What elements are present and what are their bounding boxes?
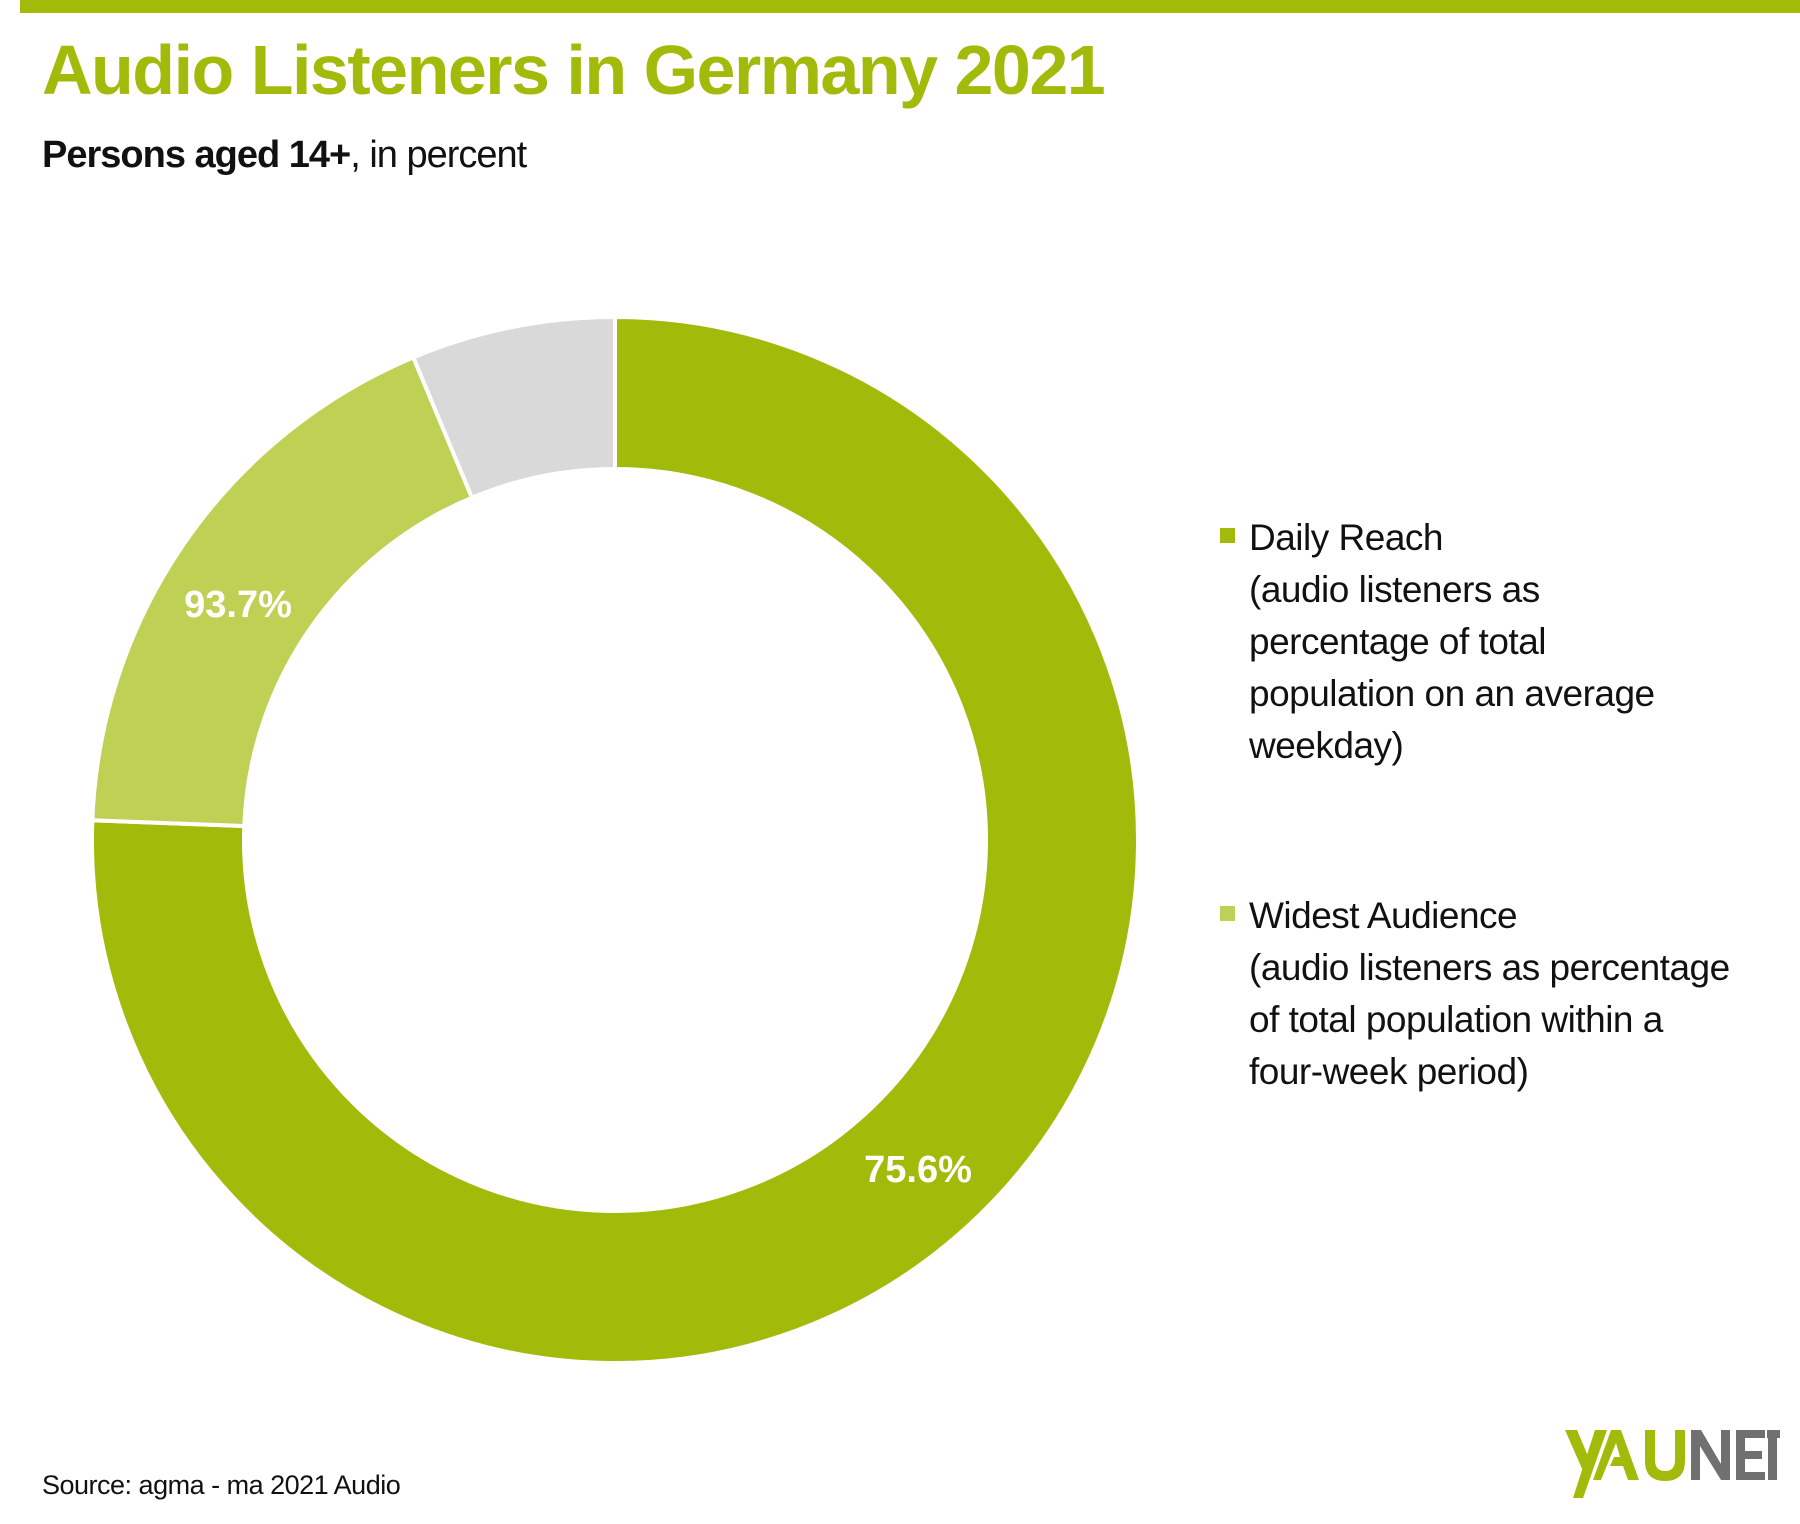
legend-line: percentage of total xyxy=(1249,621,1546,662)
legend-swatch xyxy=(1220,528,1235,543)
source-note: Source: agma - ma 2021 Audio xyxy=(42,1470,401,1500)
subtitle-bold: Persons aged 14+ xyxy=(42,134,351,176)
legend-line: (audio listeners as xyxy=(1249,569,1540,610)
top-accent-bar xyxy=(20,0,1800,13)
legend-title: Daily Reach xyxy=(1249,517,1443,558)
donut-slice-widest-audience xyxy=(90,354,475,829)
chart-title: Audio Listeners in Germany 2021 xyxy=(42,31,1106,109)
legend-line: (audio listeners as percentage xyxy=(1249,947,1730,988)
legend-swatch xyxy=(1220,906,1235,921)
donut-slice-remainder xyxy=(410,314,617,501)
legend-line: population on an average xyxy=(1249,673,1655,714)
subtitle-rest: , in percent xyxy=(350,134,527,176)
legend-line: weekday) xyxy=(1249,725,1404,766)
data-label: 75.6% xyxy=(864,1149,972,1191)
donut-slice-daily-reach xyxy=(90,314,1140,1365)
legend-item-daily-reach: Daily Reach (audio listeners as percenta… xyxy=(1220,512,1655,772)
legend-title: Widest Audience xyxy=(1249,895,1518,936)
legend-line: four-week period) xyxy=(1249,1051,1529,1092)
vaunet-logo xyxy=(1565,1430,1780,1498)
legend-line: of total population within a xyxy=(1249,999,1663,1040)
data-label: 93.7% xyxy=(184,584,292,626)
chart-subtitle: Persons aged 14+, in percent xyxy=(42,134,527,177)
legend-item-widest-audience: Widest Audience (audio listeners as perc… xyxy=(1220,890,1730,1098)
